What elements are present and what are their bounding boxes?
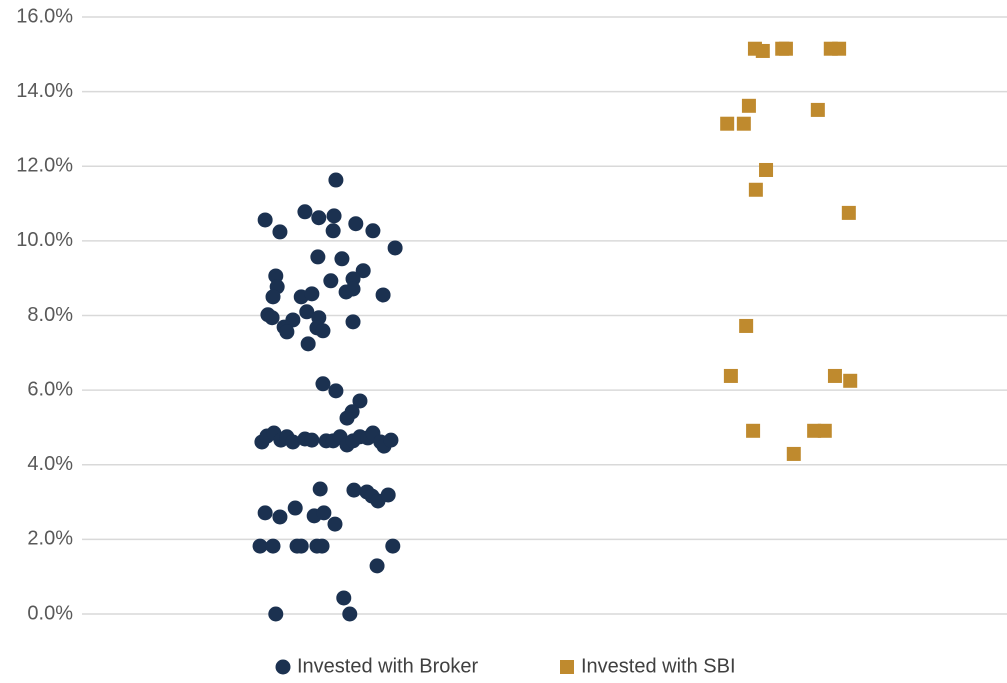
point (720, 116, 735, 131)
point (739, 318, 754, 333)
point (328, 172, 344, 188)
point (385, 538, 401, 554)
point (315, 376, 331, 392)
point (326, 208, 342, 224)
point (315, 323, 331, 339)
point (268, 606, 284, 622)
point (345, 281, 361, 297)
legend-marker (275, 659, 291, 675)
point (334, 251, 350, 267)
legend-marker (560, 660, 574, 674)
point (264, 310, 280, 326)
point (342, 606, 358, 622)
point (316, 505, 332, 521)
point (346, 482, 362, 498)
point (314, 538, 330, 554)
point (355, 263, 371, 279)
point (786, 446, 801, 461)
point (387, 240, 403, 256)
point (365, 223, 381, 239)
point (312, 481, 328, 497)
y-tick-label: 8.0% (27, 304, 73, 326)
point (339, 410, 355, 426)
point (352, 393, 368, 409)
point (841, 205, 856, 220)
point (746, 423, 761, 438)
point (323, 273, 339, 289)
point (257, 212, 273, 228)
point (287, 500, 303, 516)
y-tick-label: 6.0% (27, 378, 73, 400)
point (375, 287, 391, 303)
point (300, 336, 316, 352)
point (279, 324, 295, 340)
point (369, 558, 385, 574)
point (755, 43, 770, 58)
point (285, 434, 301, 450)
point (748, 182, 763, 197)
point (293, 538, 309, 554)
point (345, 314, 361, 330)
y-tick-label: 12.0% (16, 155, 73, 177)
point (832, 41, 847, 56)
point (810, 102, 825, 117)
y-tick-label: 4.0% (27, 453, 73, 475)
point (348, 216, 364, 232)
point (380, 487, 396, 503)
point (817, 423, 832, 438)
y-tick-label: 2.0% (27, 528, 73, 550)
y-tick-label: 0.0% (27, 602, 73, 624)
y-tick-label: 16.0% (16, 5, 73, 27)
point (310, 249, 326, 265)
point (336, 590, 352, 606)
point (297, 204, 313, 220)
point (741, 98, 756, 113)
point (325, 223, 341, 239)
point (778, 41, 793, 56)
point (252, 538, 268, 554)
point (843, 373, 858, 388)
legend-label: Invested with SBI (581, 655, 736, 677)
point (272, 509, 288, 525)
point (759, 162, 774, 177)
point (723, 368, 738, 383)
point (304, 432, 320, 448)
point (328, 383, 344, 399)
point (272, 224, 288, 240)
y-tick-label: 10.0% (16, 229, 73, 251)
y-tick-label: 14.0% (16, 80, 73, 102)
point (299, 304, 315, 320)
point (311, 210, 327, 226)
point (736, 116, 751, 131)
legend-label: Invested with Broker (297, 655, 479, 677)
point (327, 516, 343, 532)
point (807, 423, 822, 438)
point (265, 289, 281, 305)
point (265, 538, 281, 554)
point (827, 368, 842, 383)
point (383, 432, 399, 448)
point (304, 286, 320, 302)
point (257, 505, 273, 521)
